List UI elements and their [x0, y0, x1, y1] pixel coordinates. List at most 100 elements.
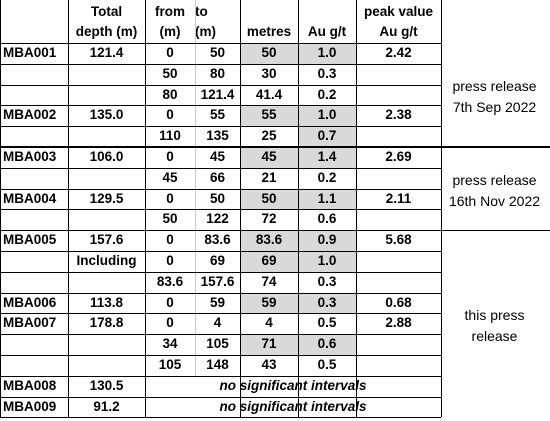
cell-from: 83.6	[156, 273, 184, 289]
cell-to: 4	[213, 315, 222, 331]
press-release-label-3: this press release	[464, 307, 525, 344]
row-divider	[0, 293, 441, 294]
cell-metres: 69	[240, 251, 298, 272]
cell-peak	[356, 251, 441, 272]
cell-peak: 0.68	[385, 294, 412, 310]
cell-to: 121.4	[200, 86, 235, 102]
cell-au: 0.5	[317, 315, 337, 331]
cell-au: 1.4	[298, 147, 356, 168]
cell-from: 0	[166, 107, 174, 123]
cell-from: 45	[162, 169, 178, 185]
cell-depth: 106.0	[89, 149, 124, 164]
cell-depth	[68, 168, 145, 189]
cell-au: 0.3	[317, 65, 337, 81]
cell-metres: 25	[261, 128, 277, 144]
column-divider	[356, 0, 357, 418]
column-divider	[441, 0, 442, 418]
table-bottom-border	[0, 417, 441, 418]
row-divider	[0, 313, 441, 314]
row-divider	[0, 334, 441, 335]
cell-metres: 41.4	[255, 86, 283, 102]
cell-to: 148	[206, 357, 229, 372]
cell-depth	[68, 355, 145, 376]
cell-peak	[356, 209, 441, 230]
cell-hole	[0, 355, 68, 376]
row-divider	[0, 189, 441, 190]
cell-au: 1.0	[298, 43, 356, 64]
row-divider	[0, 64, 441, 65]
cell-depth	[68, 272, 145, 293]
cell-depth	[68, 126, 145, 147]
cell-hole: MBA004	[3, 190, 57, 206]
cell-au: 0.6	[298, 334, 356, 355]
cell-depth	[68, 334, 145, 355]
cell-metres: 74	[261, 273, 277, 289]
cell-depth: 135.0	[89, 107, 124, 123]
column-divider	[145, 0, 146, 418]
cell-metres: 71	[240, 334, 298, 355]
cell-peak	[356, 355, 441, 376]
header-from: from (m)	[155, 4, 185, 39]
cell-hole: MBA001	[3, 45, 57, 60]
cell-metres: 21	[261, 169, 277, 185]
cell-peak	[356, 334, 441, 355]
header-au: Au g/t	[307, 24, 347, 39]
cell-hole: MBA002	[3, 107, 57, 123]
cell-hole	[0, 209, 68, 230]
row-divider	[0, 209, 441, 210]
row-divider	[0, 168, 441, 169]
cell-depth	[68, 64, 145, 85]
row-divider	[0, 397, 441, 398]
column-divider	[195, 0, 196, 376]
cell-depth	[68, 209, 145, 230]
cell-au: 0.2	[317, 169, 337, 185]
cell-au: 1.0	[298, 251, 356, 272]
cell-metres: 4	[265, 315, 273, 331]
row-divider	[0, 85, 441, 86]
row-divider	[0, 272, 441, 273]
cell-peak: 5.68	[385, 232, 412, 248]
cell-hole	[0, 168, 68, 189]
group-divider	[441, 230, 550, 231]
press-release-label-1: press release 7th Sep 2022	[452, 78, 537, 115]
cell-peak: 2.38	[385, 107, 412, 123]
cell-to: 50	[209, 45, 226, 60]
cell-au: 1.1	[298, 188, 356, 210]
cell-au: 0.2	[317, 86, 337, 102]
header-metres: metres	[246, 24, 292, 39]
cell-from: 0	[166, 294, 174, 310]
row-divider	[0, 126, 441, 127]
cell-peak	[356, 168, 441, 189]
cell-to: 50	[209, 190, 226, 206]
cell-peak: 2.88	[385, 315, 412, 331]
cell-depth: Including	[76, 253, 137, 268]
cell-depth: 178.8	[89, 315, 124, 331]
press-release-label-2: press release 16th Nov 2022	[448, 172, 541, 209]
row-divider	[0, 43, 441, 44]
cell-metres: 30	[261, 65, 277, 81]
group-divider	[0, 146, 550, 148]
cell-hole	[0, 272, 68, 293]
cell-from: 0	[166, 45, 174, 60]
header-peak-value: peak value Au g/t	[363, 4, 434, 39]
cell-from: 110	[159, 128, 181, 144]
cell-from: 50	[162, 211, 178, 227]
row-divider	[0, 230, 441, 231]
cell-to: 59	[209, 294, 226, 310]
cell-depth: 130.5	[89, 377, 124, 393]
cell-hole: MBA008	[3, 377, 57, 393]
row-divider	[0, 355, 441, 356]
cell-to: 66	[209, 169, 226, 185]
no-significant-intervals-note: no significant intervals	[219, 398, 367, 414]
cell-peak: 2.11	[385, 190, 412, 206]
cell-metres: 72	[261, 211, 277, 227]
cell-from: 34	[162, 336, 178, 352]
cell-from: 0	[166, 253, 174, 268]
cell-hole: MBA003	[3, 149, 57, 164]
cell-hole	[0, 64, 68, 85]
cell-from: 50	[162, 65, 178, 81]
cell-hole	[0, 126, 68, 147]
cell-to: 135	[206, 128, 229, 144]
cell-peak	[356, 85, 441, 106]
